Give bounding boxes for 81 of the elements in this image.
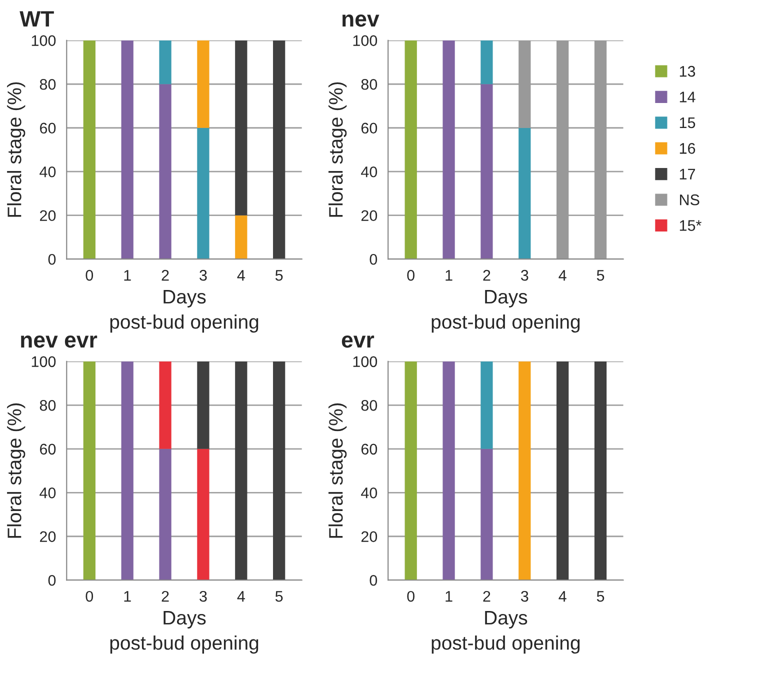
x-tick-label: 2 (162, 590, 169, 602)
bar (404, 40, 417, 260)
x-axis-title: Days post-bud opening (110, 290, 258, 333)
x-axis-title: Days post-bud opening (432, 611, 580, 654)
y-tick-label: 80 (40, 400, 56, 411)
y-tick-label: 100 (353, 35, 378, 46)
y-tick-label: 80 (361, 400, 378, 411)
y-tick-label: 100 (32, 356, 56, 368)
y-tick-label: 20 (361, 210, 378, 222)
y-tick-label: 20 (40, 210, 56, 222)
chart-title: nev evr (21, 336, 98, 348)
y-axis-title: Floral stage (%) (328, 82, 347, 217)
x-tick-label: 5 (596, 270, 604, 281)
y-tick-label: 20 (361, 531, 378, 542)
x-tick-label: 1 (446, 591, 452, 602)
y-tick-label: 60 (40, 122, 56, 134)
bar (159, 40, 172, 84)
bar (121, 40, 134, 260)
y-tick-label: 40 (361, 166, 378, 178)
bar (273, 40, 286, 260)
bar (197, 40, 210, 128)
x-tick-label: 5 (596, 591, 604, 602)
bar (83, 40, 96, 260)
bar (159, 84, 172, 260)
legend-label: 16 (680, 143, 696, 154)
x-tick-label: 3 (200, 270, 207, 281)
y-tick-label: 80 (40, 78, 56, 90)
x-tick-label: 1 (446, 270, 452, 281)
x-tick-label: 5 (275, 270, 283, 281)
y-tick-label: 100 (353, 356, 378, 368)
x-tick-label: 3 (520, 590, 528, 602)
bar (518, 128, 531, 260)
y-tick-label: 0 (48, 254, 56, 265)
legend-label: 13 (680, 66, 696, 77)
y-tick-label: 60 (361, 444, 378, 455)
legend-label: 15* (680, 220, 702, 231)
x-tick-label: 0 (86, 270, 94, 281)
legend-label: NS (680, 194, 700, 206)
y-tick-label: 0 (48, 574, 56, 586)
x-tick-label: 1 (124, 270, 131, 281)
x-tick-label: 4 (237, 270, 245, 281)
y-tick-label: 60 (361, 122, 378, 134)
y-axis-title: Floral stage (%) (328, 403, 347, 538)
chart-title: WT (20, 11, 54, 26)
chart-title: nev (342, 14, 380, 27)
bar (235, 40, 248, 216)
chart-title: evr (342, 336, 374, 348)
x-axis-title: Days post-bud opening (110, 611, 258, 654)
x-axis-title: Days post-bud opening (432, 290, 580, 333)
x-tick-label: 3 (200, 590, 207, 602)
y-tick-label: 100 (32, 35, 56, 46)
y-tick-label: 0 (370, 254, 378, 265)
y-tick-label: 60 (40, 444, 56, 455)
y-axis-title: Floral stage (%) (7, 403, 26, 538)
y-tick-label: 0 (370, 574, 378, 586)
y-tick-label: 40 (40, 488, 56, 498)
y-tick-label: 80 (361, 78, 378, 90)
x-tick-label: 4 (558, 591, 566, 602)
x-tick-label: 0 (407, 270, 414, 281)
x-tick-label: 2 (483, 590, 490, 602)
legend-label: 15 (680, 117, 696, 128)
y-axis-title: Floral stage (%) (7, 82, 26, 217)
bar (442, 40, 455, 260)
y-tick-label: 20 (40, 531, 56, 542)
x-tick-label: 4 (237, 591, 245, 602)
x-tick-label: 5 (275, 591, 283, 602)
bar (480, 40, 493, 84)
x-tick-label: 0 (407, 590, 414, 602)
legend-label: 17 (680, 168, 695, 180)
x-tick-label: 2 (483, 270, 490, 281)
x-tick-label: 0 (86, 590, 94, 602)
y-tick-label: 40 (361, 488, 378, 498)
bar (235, 215, 248, 260)
bar (480, 84, 493, 260)
y-tick-label: 40 (40, 166, 56, 178)
bar (197, 128, 210, 260)
x-tick-label: 1 (124, 591, 131, 602)
x-tick-label: 4 (558, 270, 566, 281)
legend-label: 14 (680, 92, 696, 102)
x-tick-label: 2 (162, 270, 169, 281)
x-tick-label: 3 (520, 270, 528, 281)
